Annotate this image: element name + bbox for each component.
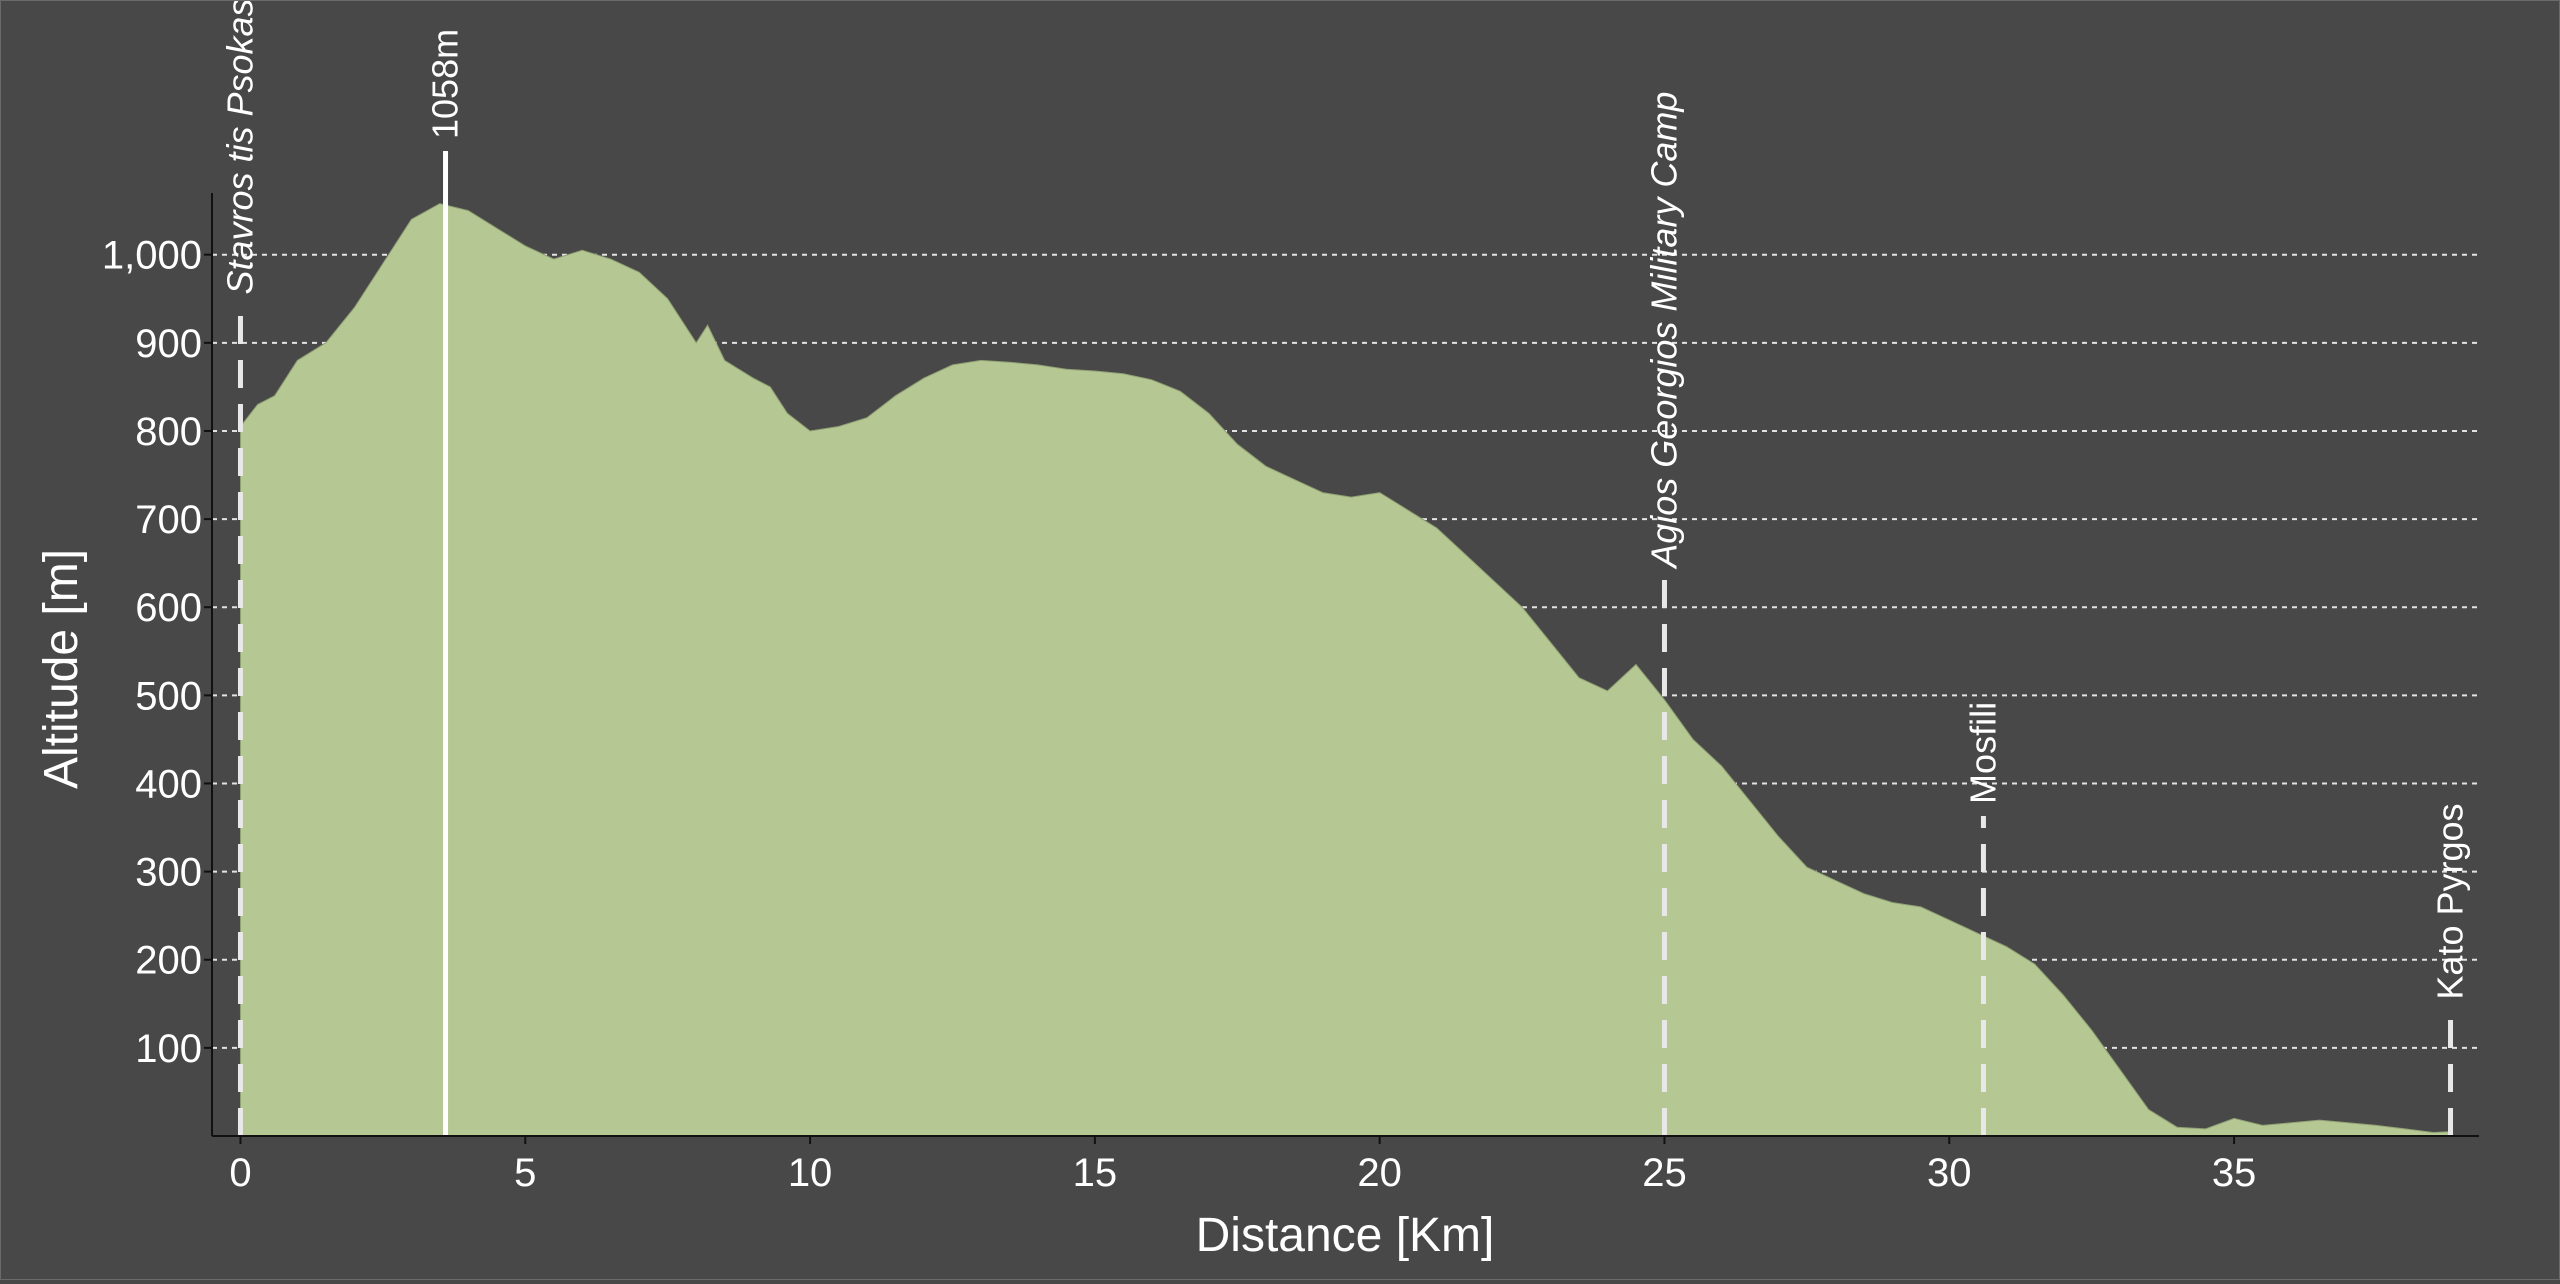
- x-tick-label-0: 0: [229, 1151, 251, 1195]
- y-tick-label-400: 400: [135, 762, 202, 806]
- y-tick-label-800: 800: [135, 410, 202, 454]
- elevation-area-path: [239, 203, 2452, 1137]
- tick-labels: 0 5 10 15 20 25 30 35 100 200 300 400 500 600 700 800 90…: [102, 234, 2256, 1195]
- waypoint-markers: Stavros tis Psokas 1058m Agios Georgios Mi…: [219, 0, 2471, 1136]
- y-tick-label-200: 200: [135, 939, 202, 983]
- axes: [211, 193, 2479, 1137]
- x-axis-title: Distance [Km]: [1196, 1209, 1495, 1262]
- x-tick-label-20: 20: [1357, 1151, 1402, 1195]
- marker-label-1: 1058m: [425, 29, 466, 139]
- x-tick-label-30: 30: [1927, 1151, 1972, 1195]
- x-tick-label-10: 10: [788, 1151, 833, 1195]
- y-axis-title: Altitude [m]: [35, 549, 88, 789]
- y-tick-label-700: 700: [135, 498, 202, 542]
- x-tick-label-35: 35: [2212, 1151, 2257, 1195]
- y-tick-label-300: 300: [135, 851, 202, 895]
- x-tick-label-25: 25: [1642, 1151, 1687, 1195]
- elevation-area: [239, 203, 2452, 1137]
- marker-label-0: Stavros tis Psokas: [219, 1, 260, 295]
- marker-label-3: Mosfili: [1962, 702, 2003, 804]
- x-tick-label-15: 15: [1073, 1151, 1118, 1195]
- y-tick-label-900: 900: [135, 322, 202, 366]
- marker-label-2: Agios Georgios Military Camp: [1643, 92, 1684, 570]
- y-tick-label-600: 600: [135, 586, 202, 630]
- y-tick-label-1,000: 1,000: [102, 234, 202, 278]
- x-tick-label-5: 5: [514, 1151, 536, 1195]
- marker-label-4: Kato Pyrgos: [2430, 803, 2471, 999]
- y-tick-label-100: 100: [135, 1027, 202, 1071]
- y-tick-label-500: 500: [135, 674, 202, 718]
